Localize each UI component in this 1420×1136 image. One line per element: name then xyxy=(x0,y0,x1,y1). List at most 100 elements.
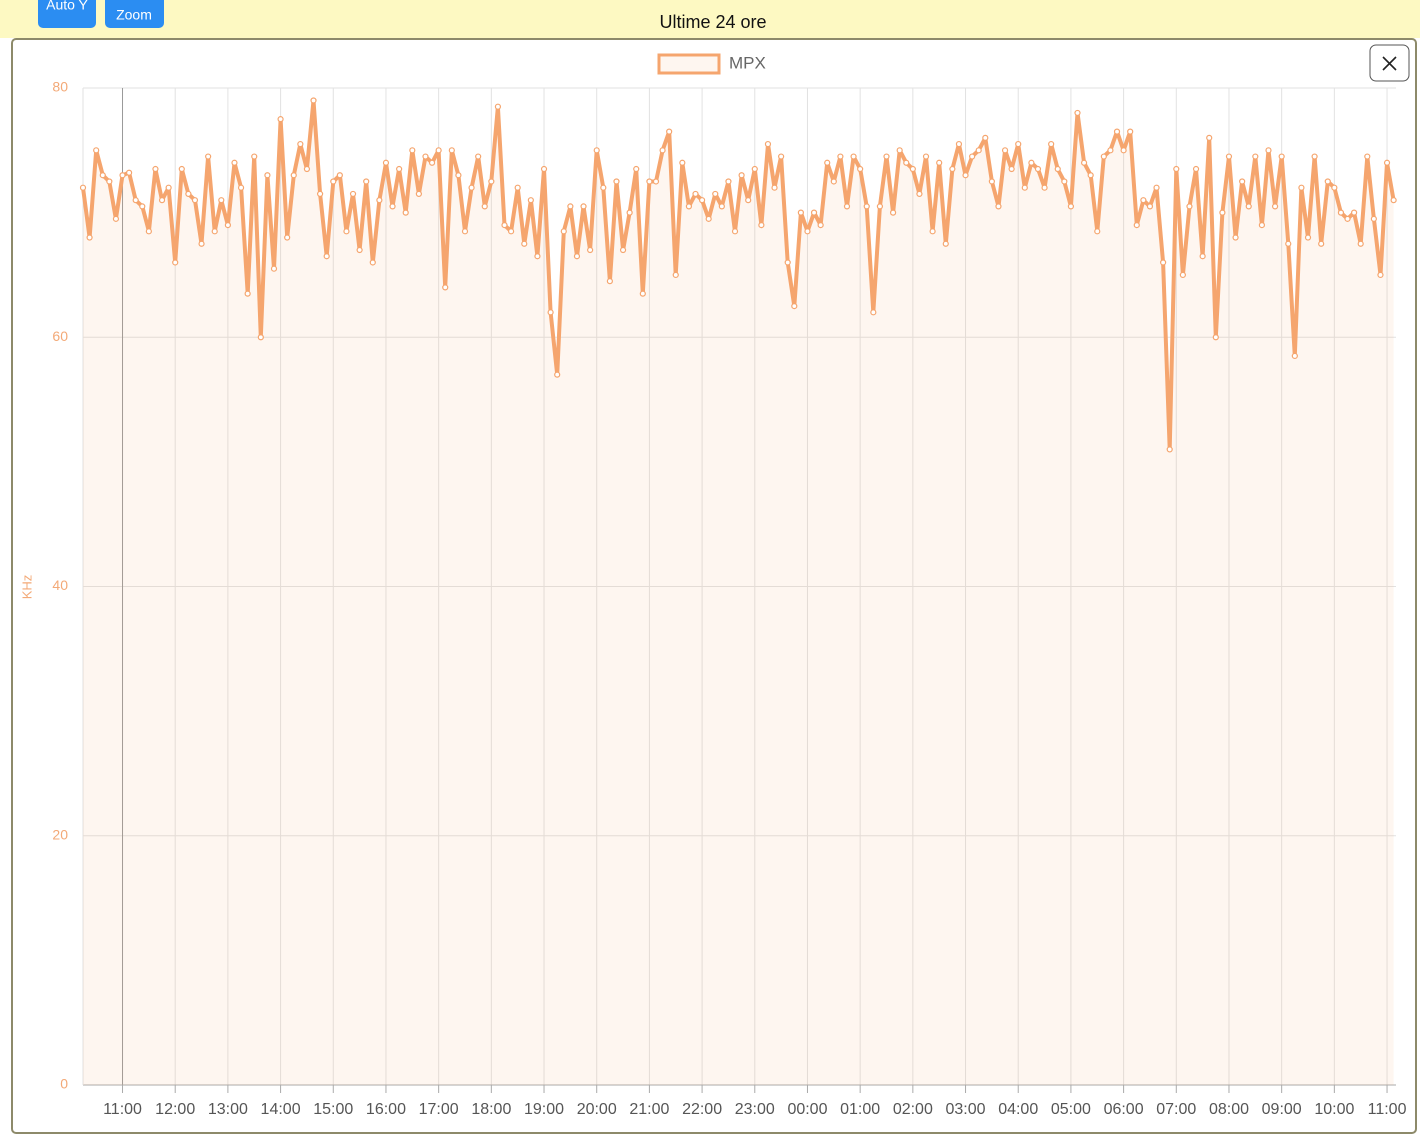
point xyxy=(514,184,521,191)
point xyxy=(330,178,337,185)
x-tick-label: 18:00 xyxy=(471,1101,511,1118)
point xyxy=(270,265,278,272)
point xyxy=(1166,446,1173,453)
point xyxy=(290,172,297,179)
point xyxy=(580,203,587,210)
legend-swatch xyxy=(657,53,721,75)
point xyxy=(1021,184,1028,191)
point xyxy=(606,278,613,285)
button[interactable] xyxy=(105,0,164,28)
point xyxy=(738,172,745,179)
point xyxy=(1192,165,1200,173)
y-tick-label: 40 xyxy=(52,577,68,593)
point xyxy=(969,153,976,160)
point xyxy=(1179,271,1186,279)
point xyxy=(1219,209,1226,216)
x-tick-label: 10:00 xyxy=(1314,1101,1354,1118)
close-icon[interactable] xyxy=(1382,56,1397,71)
point xyxy=(501,221,508,229)
point xyxy=(1239,178,1246,185)
point xyxy=(1173,165,1180,173)
point xyxy=(461,228,469,235)
chart: 0 20 40 60 80 KHz 11:00 12:00 13:00 14:00 15:00 16:… xyxy=(19,53,1406,1118)
point xyxy=(106,178,113,185)
point xyxy=(336,172,343,179)
point xyxy=(1094,228,1101,235)
point xyxy=(942,240,949,247)
point xyxy=(382,159,390,166)
point xyxy=(1377,271,1384,279)
point xyxy=(626,209,633,216)
point xyxy=(824,159,831,166)
point xyxy=(1351,209,1358,216)
point xyxy=(363,178,370,185)
point xyxy=(86,234,93,241)
point xyxy=(369,259,376,266)
point xyxy=(1107,147,1114,154)
point xyxy=(1265,147,1272,154)
point xyxy=(521,240,528,247)
x-tick-label: 11:00 xyxy=(1368,1101,1407,1118)
point xyxy=(527,197,534,204)
point xyxy=(455,172,462,179)
point xyxy=(1370,215,1377,222)
button-label[interactable]: Zoom xyxy=(116,7,152,23)
point xyxy=(284,234,291,241)
point xyxy=(1153,184,1160,191)
point xyxy=(764,140,772,148)
point xyxy=(1120,147,1127,154)
point xyxy=(1008,165,1015,173)
point xyxy=(277,116,284,123)
point xyxy=(613,178,620,185)
point xyxy=(896,147,903,154)
button[interactable] xyxy=(38,0,96,28)
point xyxy=(876,203,884,210)
area xyxy=(83,100,1394,1085)
point xyxy=(646,178,653,185)
x-tick-label: 15:00 xyxy=(313,1101,353,1118)
y-tick-label: 80 xyxy=(52,79,68,95)
point xyxy=(224,221,231,229)
point xyxy=(837,153,844,160)
point xyxy=(231,159,238,166)
point xyxy=(1324,178,1331,185)
point xyxy=(751,165,758,173)
point xyxy=(929,228,936,235)
y-axis-label: KHz xyxy=(19,575,34,600)
point xyxy=(323,253,330,260)
point xyxy=(112,215,120,222)
x-tick-label: 13:00 xyxy=(208,1101,248,1118)
point xyxy=(475,153,482,160)
point xyxy=(1357,240,1364,247)
point xyxy=(376,197,383,204)
point xyxy=(178,165,185,173)
point xyxy=(988,178,995,185)
point xyxy=(1252,153,1259,160)
point xyxy=(1133,221,1140,229)
point xyxy=(145,228,152,235)
point xyxy=(1048,140,1055,148)
point xyxy=(1001,147,1009,154)
point xyxy=(633,165,640,173)
point xyxy=(158,197,166,204)
point xyxy=(745,197,752,204)
x-tick-label: 12:00 xyxy=(155,1101,195,1118)
point xyxy=(619,246,627,254)
x-tick-label: 14:00 xyxy=(261,1101,301,1118)
point xyxy=(1291,352,1298,360)
point xyxy=(1067,203,1075,210)
point xyxy=(652,178,660,185)
point xyxy=(99,172,106,179)
point xyxy=(1337,209,1345,216)
point xyxy=(679,159,686,166)
x-tick-label: 07:00 xyxy=(1156,1101,1196,1118)
x-tick-label: 20:00 xyxy=(577,1101,617,1118)
point xyxy=(672,271,679,279)
x-tick-label: 03:00 xyxy=(946,1101,986,1118)
point xyxy=(1245,203,1252,210)
button-label[interactable]: Auto Y xyxy=(46,0,88,13)
x-tick-label: 23:00 xyxy=(735,1101,775,1118)
point xyxy=(119,172,126,179)
point xyxy=(883,153,890,160)
